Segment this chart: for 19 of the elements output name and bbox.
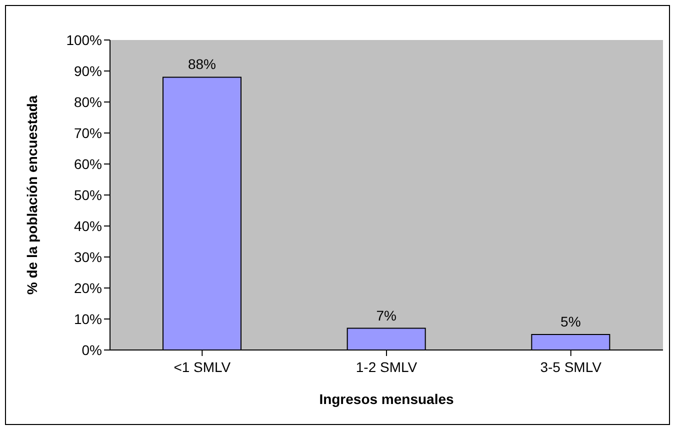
data-label: 5%	[560, 314, 581, 330]
x-tick-label: <1 SMLV	[174, 358, 232, 375]
y-axis-title: % de la población encuestada	[24, 95, 40, 295]
y-tick-label: 60%	[74, 156, 102, 172]
data-label: 88%	[188, 56, 216, 72]
x-tick-label: 1-2 SMLV	[356, 358, 418, 375]
y-tick-label: 40%	[74, 218, 102, 234]
y-tick-label: 50%	[74, 186, 102, 203]
y-tick-label: 80%	[74, 94, 102, 110]
y-tick-label: 70%	[74, 124, 102, 141]
x-tick-label: 3-5 SMLV	[540, 358, 602, 375]
y-tick-label: 0%	[82, 342, 102, 358]
data-label: 7%	[376, 307, 396, 324]
y-tick-label: 100%	[66, 32, 102, 48]
y-tick-label: 10%	[74, 310, 102, 327]
x-axis-title: Ingresos mensuales	[319, 391, 454, 407]
y-tick-label: 30%	[74, 248, 102, 265]
y-tick-label: 20%	[74, 280, 102, 296]
y-tick-label: 90%	[74, 62, 102, 79]
